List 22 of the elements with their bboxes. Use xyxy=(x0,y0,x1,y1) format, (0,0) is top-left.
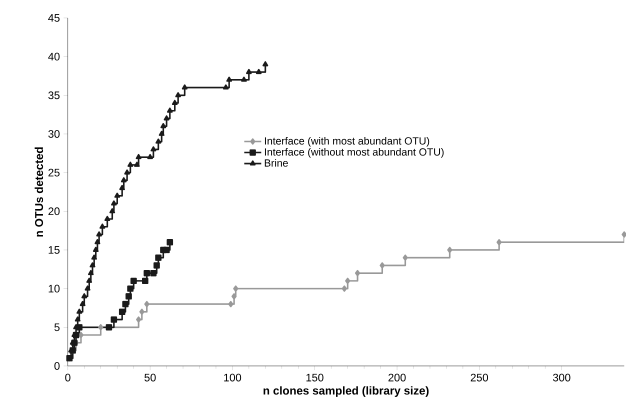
y-tick-label: 30 xyxy=(48,130,60,138)
x-tick-label: 300 xyxy=(552,374,570,382)
x-tick-label: 250 xyxy=(470,374,488,382)
y-tick-label: 5 xyxy=(54,324,60,332)
y-tick-label: 35 xyxy=(48,92,60,100)
y-tick-label: 20 xyxy=(48,208,60,216)
x-tick-label: 50 xyxy=(144,374,156,382)
x-tick-label: 100 xyxy=(224,374,242,382)
x-tick-label: 150 xyxy=(306,374,324,382)
x-tick-label: 0 xyxy=(65,374,70,382)
y-tick-label: 25 xyxy=(48,168,60,177)
legend-label: Brine xyxy=(264,159,288,167)
y-axis-title: n OTUs detected xyxy=(34,147,44,237)
y-tick-label: 45 xyxy=(48,14,60,22)
y-tick-label: 10 xyxy=(48,284,60,293)
x-tick-label: 200 xyxy=(388,374,406,382)
y-tick-label: 0 xyxy=(54,362,60,370)
y-tick-label: 15 xyxy=(48,246,60,254)
y-tick-label: 40 xyxy=(48,52,60,61)
legend-label: Interface (without most abundant OTU) xyxy=(264,148,444,158)
x-axis-title: n clones sampled (library size) xyxy=(264,386,429,398)
legend-label: Interface (with most abundant OTU) xyxy=(264,137,430,147)
